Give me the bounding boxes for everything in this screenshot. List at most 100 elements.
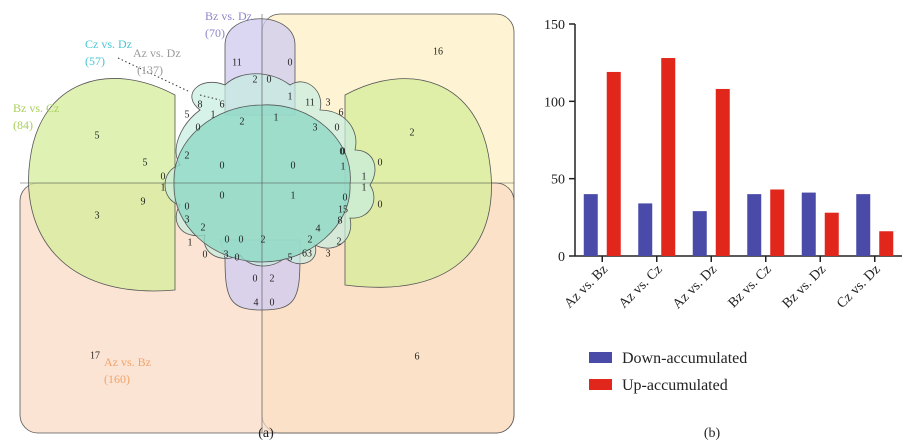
legend-swatch — [589, 352, 612, 363]
region-count: 2 — [201, 222, 206, 233]
legend: Down-accumulated Up-accumulated — [589, 350, 747, 394]
region-count: 1 — [161, 182, 166, 193]
bar-up — [824, 212, 839, 256]
region-count: 0 — [267, 74, 272, 85]
region-count: 0 — [291, 160, 296, 171]
venn-diagram: Bz vs. Dz (70) Cz vs. Dz (57) Az vs. Dz … — [13, 9, 515, 441]
region-count: 63 — [302, 248, 312, 259]
region-count: 0 — [340, 146, 345, 157]
legend-label: Down-accumulated — [622, 350, 747, 367]
region-count: 2 — [185, 150, 190, 161]
region-count: 0 — [196, 122, 201, 133]
region-count: 0 — [220, 190, 225, 201]
region-count: 2 — [337, 236, 342, 247]
region-count: 2 — [240, 116, 245, 127]
region-count: 3 — [313, 122, 318, 133]
region-count: 3 — [95, 210, 100, 221]
region-count: 17 — [90, 350, 100, 361]
set-count-bz-vs-cz: (84) — [13, 118, 33, 132]
region-count: 0 — [161, 171, 166, 182]
region-count: 0 — [335, 122, 340, 133]
set-count-az-vs-dz: (137) — [137, 63, 163, 77]
set-count-az-vs-bz: (160) — [104, 372, 130, 386]
panel-label-a: (a) — [258, 426, 274, 441]
region-count: 1 — [291, 190, 296, 201]
x-ticks: Az vs. Bz Az vs. Cz Az vs. Dz Bz vs. Cz Bz v… — [562, 256, 884, 312]
x-tick-label: Bz vs. Dz — [780, 262, 829, 311]
region-count: 1 — [274, 112, 279, 123]
region-count: 2 — [270, 273, 275, 284]
region-count: 1 — [341, 161, 346, 172]
region-count: 15 — [338, 204, 348, 215]
region-count: 2 — [253, 74, 258, 85]
region-count: 2 — [261, 234, 266, 245]
x-tick-label: Cz vs. Dz — [834, 262, 883, 311]
region-count: 4 — [316, 223, 321, 234]
legend-label: Up-accumulated — [622, 377, 728, 394]
region-count: 0 — [185, 201, 190, 212]
bar-up — [606, 71, 621, 257]
bar-down — [747, 194, 762, 256]
region-count: 5 — [143, 157, 148, 168]
bar-down — [801, 192, 816, 256]
region-count: 5 — [288, 252, 293, 263]
x-tick-label: Az vs. Bz — [562, 262, 611, 311]
region-count: 8 — [338, 215, 343, 226]
legend-swatch — [589, 379, 612, 390]
y-tick-label: 150 — [544, 18, 565, 33]
region-count: 3 — [326, 248, 331, 259]
x-tick-label: Bz vs. Cz — [726, 262, 775, 311]
bar-up — [879, 231, 894, 256]
bar-up — [770, 189, 785, 256]
bar-down — [856, 194, 871, 256]
region-count: 5 — [185, 109, 190, 120]
y-tick-label: 50 — [551, 173, 565, 188]
y-tick-label: 100 — [544, 95, 565, 110]
region-count: 0 — [288, 57, 293, 68]
set-label-cz-vs-dz: Cz vs. Dz — [85, 37, 132, 51]
region-count: 11 — [232, 57, 242, 68]
x-tick-label: Az vs. Dz — [670, 262, 720, 312]
region-count: 6 — [220, 99, 225, 110]
y-tick-label: 0 — [558, 250, 565, 265]
region-count: 1 — [362, 171, 367, 182]
region-count: 0 — [378, 199, 383, 210]
bar-down — [583, 194, 598, 256]
region-count: 4 — [254, 297, 259, 308]
region-count: 6 — [415, 351, 420, 362]
region-count: 3 — [326, 97, 331, 108]
region-count: 1 — [288, 91, 293, 102]
region-count: 0 — [270, 297, 275, 308]
region-count: 0 — [225, 234, 230, 245]
set-label-az-vs-bz: Az vs. Bz — [104, 355, 151, 369]
set-label-bz-vs-cz: Bz vs. Cz — [13, 101, 59, 115]
y-ticks: 0 50 100 150 — [544, 18, 575, 265]
region-count: 11 — [305, 97, 315, 108]
bars — [583, 58, 894, 257]
x-tick-label: Az vs. Cz — [616, 262, 665, 311]
region-count: 6 — [339, 107, 344, 118]
region-count: 0 — [378, 157, 383, 168]
region-count: 9 — [141, 196, 146, 207]
region-count: 0 — [235, 252, 240, 263]
panel-label-b: (b) — [704, 426, 721, 441]
region-count: 0 — [203, 249, 208, 260]
region-count: 1 — [362, 182, 367, 193]
region-count: 2 — [308, 234, 313, 245]
region-count: 5 — [95, 130, 100, 141]
set-count-cz-vs-dz: (57) — [85, 54, 105, 68]
bar-up — [715, 88, 730, 257]
region-count: 3 — [224, 249, 229, 260]
set-label-az-vs-dz: Az vs. Dz — [133, 46, 181, 60]
region-count: 1 — [188, 237, 193, 248]
set-count-bz-vs-dz: (70) — [205, 26, 225, 40]
region-count: 1 — [211, 109, 216, 120]
venn-region-counts: 16 2 0 6 17 3 5 11 0 2 0 1 11 3 6 8 6 5 … — [90, 46, 443, 362]
region-count: 2 — [410, 127, 415, 138]
region-count: 8 — [198, 99, 203, 110]
region-count: 0 — [343, 192, 348, 203]
bar-up — [661, 58, 676, 256]
set-label-bz-vs-dz: Bz vs. Dz — [205, 9, 252, 23]
